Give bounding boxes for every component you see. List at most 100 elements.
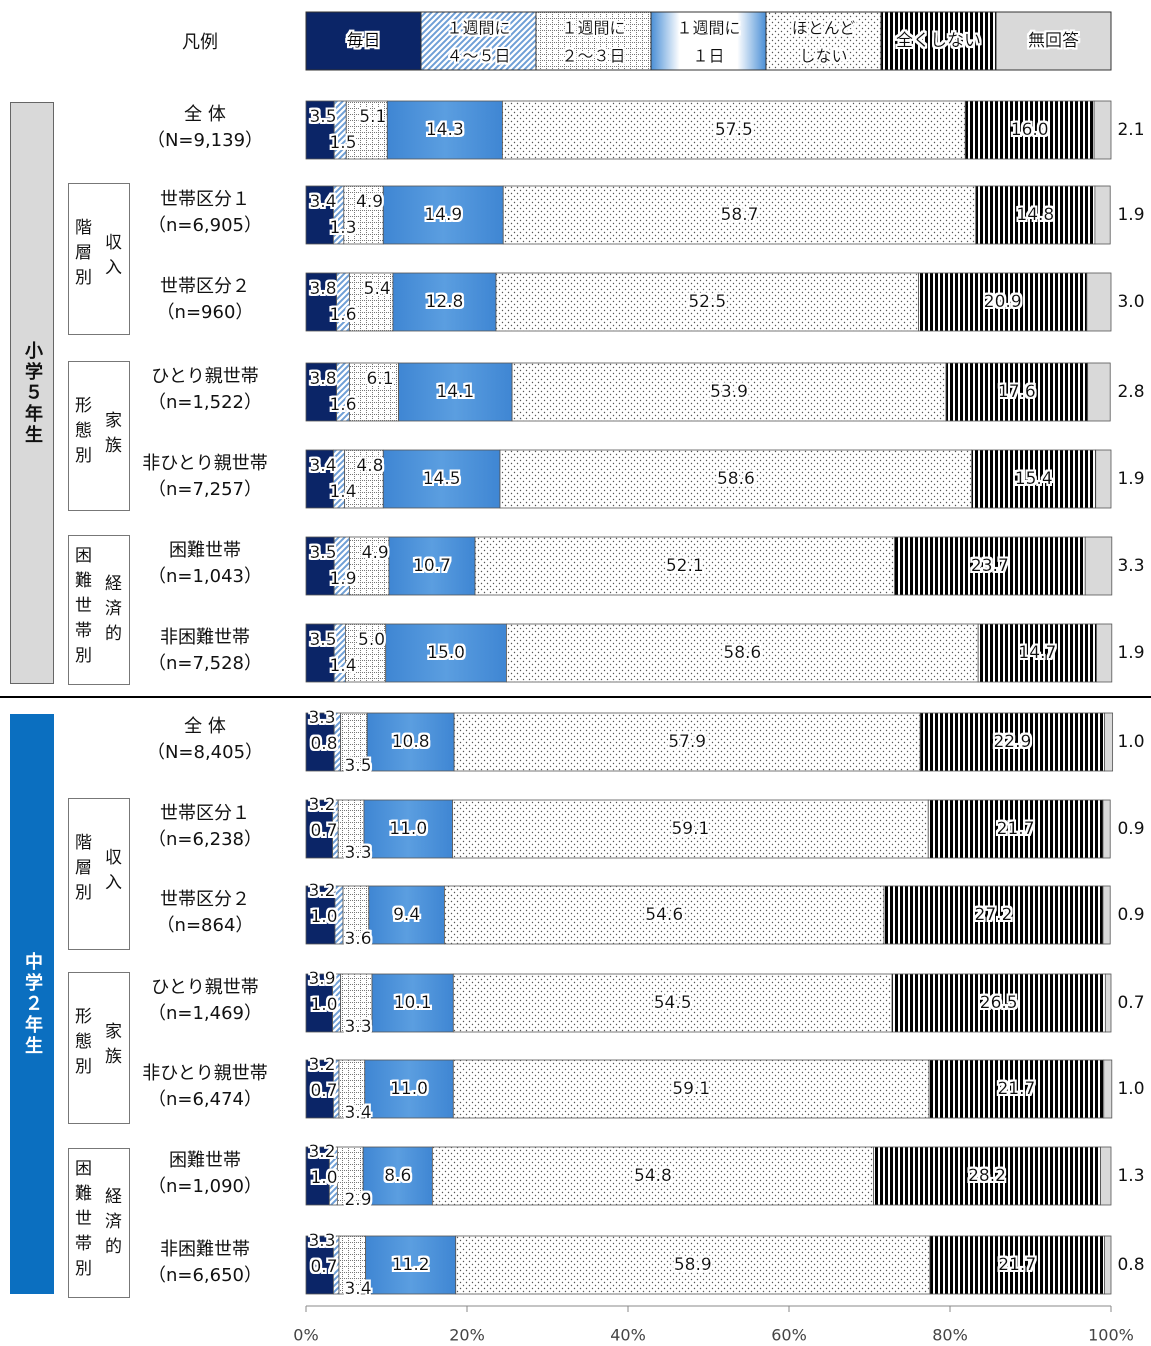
row-sample-size: （n=7,257）: [147, 479, 263, 500]
data-label: 12.8: [426, 292, 464, 312]
row-label: 全 体 （N=9,139）: [130, 102, 280, 154]
data-label: 3.9: [308, 969, 335, 989]
bar-segment: [452, 973, 893, 1033]
bar-segment: [388, 536, 476, 596]
legend-swatch-2: [420, 11, 537, 71]
data-label: 1.4: [329, 656, 356, 676]
data-label: 54.8: [634, 1166, 672, 1186]
data-label: 28.2: [968, 1166, 1006, 1186]
bar-segment: [452, 799, 929, 859]
row-sample-size: （n=6,474）: [147, 1089, 263, 1110]
data-label: 1.6: [329, 395, 356, 415]
data-label: 14.9: [424, 205, 462, 225]
data-label: 11.0: [390, 1079, 428, 1099]
bar-segment: [971, 449, 1097, 509]
bar-segment: [371, 973, 454, 1033]
x-tick-label: 80%: [932, 1326, 968, 1345]
bar-segment: [365, 1235, 457, 1295]
row-category: 全 体: [184, 716, 226, 737]
bar-row: 3.5 1.45.0 15.0 58.6 14.7 1.9: [305, 623, 1145, 683]
legend-swatch-3: [535, 11, 652, 71]
bar-segment: [305, 100, 335, 160]
subgroup-text: 階層別: [75, 833, 92, 903]
data-label: 3.8: [309, 279, 336, 299]
bar-segment: [345, 100, 388, 160]
row-category: 世帯区分２: [160, 889, 250, 910]
data-label: 2.9: [344, 1190, 371, 1210]
bar-segment: [368, 885, 445, 945]
data-label: 0.7: [310, 1257, 337, 1277]
data-label: 59.1: [671, 819, 709, 839]
data-label: 26.5: [980, 993, 1018, 1013]
data-label: 1.3: [1117, 1166, 1144, 1186]
bar-segment: [1104, 1235, 1112, 1295]
data-label: 3.2: [308, 1055, 335, 1075]
row-sample-size: （n=864）: [156, 915, 254, 936]
bar-segment: [1093, 100, 1112, 160]
bar-segment: [338, 1235, 366, 1295]
subgroup-text: 困難世帯別: [75, 546, 92, 666]
data-label: 1.6: [329, 305, 356, 325]
row-sample-size: （n=1,090）: [147, 1176, 263, 1197]
bar-segment: [502, 100, 966, 160]
data-label: 22.9: [993, 732, 1031, 752]
data-label: 0.9: [1117, 905, 1144, 925]
data-label: 1.3: [329, 218, 356, 238]
bar-row: 3.2 1.0 2.9 8.6 54.8 28.2 1.3: [305, 1142, 1145, 1210]
row-label: ひとり親世帯 （n=1,469）: [130, 975, 280, 1027]
bar-segment: [964, 100, 1095, 160]
legend-swatch-7: [995, 11, 1112, 71]
subgroup-text: 家族: [105, 411, 122, 456]
bar-segment: [349, 362, 399, 422]
bar-row: 3.8 1.6 6.1 14.1 53.9 17.6 2.8: [305, 362, 1145, 422]
subgroup-income-elementary: 階層別 収入: [68, 183, 130, 335]
data-label: 1.0: [310, 1168, 337, 1188]
bar-segment: [305, 272, 337, 332]
bars: 3.51.55.114.3 57.5 16.0 2.13.41.34.914.9 58.…: [305, 100, 1145, 1299]
bar-row: 3.9 1.0 3.3 10.1 54.5 26.5 0.7: [305, 969, 1145, 1037]
data-label: 16.0: [1011, 120, 1049, 140]
data-label: 14.8: [1016, 205, 1054, 225]
subgroup-text: 経済的: [105, 574, 122, 644]
subgroup-family-elementary: 形態別 家族: [68, 361, 130, 511]
data-label: 58.9: [674, 1255, 712, 1275]
x-tick-label: 100%: [1088, 1326, 1134, 1345]
row-sample-size: （n=1,469）: [147, 1003, 263, 1024]
grade-band-junior: 中学２年生: [10, 714, 54, 1294]
data-label: 4.8: [356, 456, 383, 476]
data-label: 4.9: [362, 543, 389, 563]
bar-row: 3.5 1.9 4.9 10.7 52.1 23.7 3.3: [305, 536, 1145, 596]
row-sample-size: （N=9,139）: [146, 130, 264, 151]
grade-label-elementary: 小学５年生: [22, 340, 43, 446]
legend-label: ２～３日: [561, 47, 625, 66]
bar-segment: [363, 799, 453, 859]
subgroup-economic-junior: 困難世帯別 経済的: [68, 1148, 130, 1298]
bar-segment: [1102, 885, 1111, 945]
bar-segment: [506, 623, 979, 683]
bar-segment: [382, 449, 501, 509]
bar-segment: [883, 885, 1104, 945]
bar-segment: [340, 973, 373, 1033]
data-label: 3.2: [308, 795, 335, 815]
data-label: 1.9: [1117, 469, 1144, 489]
legend-swatch-5: [765, 11, 882, 71]
legend-label: 毎日: [347, 31, 381, 51]
bar-row: 3.4 1.44.8 14.5 58.6 15.4 1.9: [305, 449, 1145, 509]
data-label: 3.2: [308, 1142, 335, 1162]
data-label: 21.7: [998, 1255, 1036, 1275]
bar-segment: [345, 623, 387, 683]
bar-segment: [386, 100, 503, 160]
legend-swatch-6: [880, 11, 997, 71]
data-label: 58.7: [721, 205, 759, 225]
data-label: 1.4: [329, 482, 356, 502]
bar-segment: [398, 362, 513, 422]
data-label: 11.0: [389, 819, 427, 839]
row-category: ひとり親世帯: [151, 977, 259, 998]
row-label: 非ひとり親世帯 （n=6,474）: [130, 1061, 280, 1113]
legend-label: １週間に: [446, 19, 510, 38]
bar-row: 3.5 1.55.1 14.3 57.5 16.0 2.1: [305, 100, 1145, 160]
bar-segment: [305, 362, 337, 422]
bar-segment: [336, 1146, 364, 1206]
data-label: 11.2: [392, 1255, 430, 1275]
bar-row: 3.2 0.7 3.3 11.0 59.1 21.7 0.9: [305, 795, 1145, 863]
